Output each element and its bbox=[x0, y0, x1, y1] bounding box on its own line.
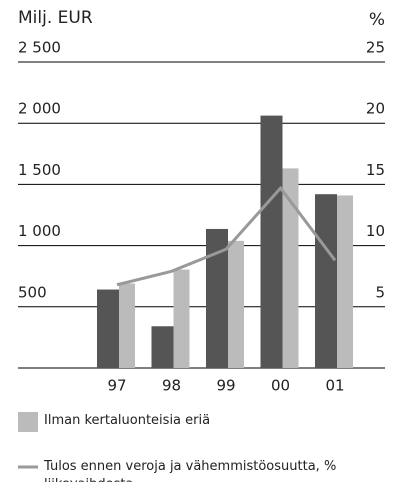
bar bbox=[119, 283, 135, 368]
y2-tick-label: 10 bbox=[366, 222, 385, 240]
bar bbox=[206, 228, 228, 368]
y2-tick-label: 5 bbox=[375, 283, 385, 301]
y2-axis-label: % bbox=[369, 10, 385, 30]
y2-tick-label: 25 bbox=[366, 39, 385, 57]
bar bbox=[337, 195, 353, 368]
y-axis-label: Milj. EUR bbox=[18, 8, 93, 28]
y-tick-label: 500 bbox=[18, 283, 47, 301]
bar bbox=[260, 115, 283, 368]
x-tick-label: 98 bbox=[162, 377, 181, 395]
legend-label: Ilman kertaluonteisia eriä bbox=[44, 413, 211, 428]
bar bbox=[282, 168, 299, 368]
x-tick-label: 97 bbox=[107, 377, 126, 395]
bar bbox=[173, 269, 190, 368]
legend-label: Tulos ennen veroja ja vähemmistöosuutta,… bbox=[44, 459, 337, 482]
x-tick-label: 01 bbox=[325, 377, 344, 395]
y-tick-label: 2 500 bbox=[18, 39, 61, 57]
legend-swatch bbox=[18, 412, 38, 432]
bar bbox=[228, 240, 244, 368]
y2-tick-label: 15 bbox=[366, 161, 385, 179]
line bbox=[116, 185, 337, 287]
bar bbox=[151, 326, 174, 368]
x-tick-label: 99 bbox=[216, 377, 235, 395]
y-tick-label: 1 000 bbox=[18, 222, 61, 240]
bar bbox=[97, 289, 119, 368]
y-tick-label: 1 500 bbox=[18, 161, 61, 179]
x-tick-label: 00 bbox=[271, 377, 290, 395]
y2-tick-label: 20 bbox=[366, 100, 385, 118]
bar bbox=[315, 194, 337, 368]
y-tick-label: 2 000 bbox=[18, 100, 61, 118]
